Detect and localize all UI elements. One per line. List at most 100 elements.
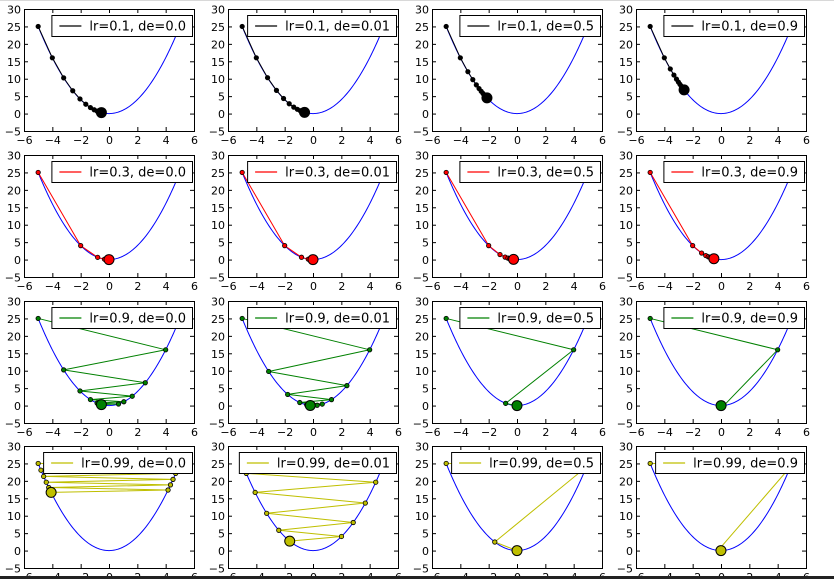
x-tick-label: 2 [542,571,549,579]
x-tick-label: 6 [599,426,606,439]
trajectory-point [470,77,476,83]
x-tick-label: −6 [424,426,440,439]
x-tick-label: 4 [163,280,170,293]
final-point [678,84,690,96]
x-tick-label: 0 [718,571,725,579]
y-tick-label: 20 [619,38,633,51]
legend: lr=0.1, de=0.01 [247,15,397,37]
y-tick-label: 5 [218,91,225,104]
legend: lr=0.3, de=0.5 [459,161,601,183]
trajectory-point [443,460,449,467]
x-tick-label: 2 [542,134,549,147]
y-tick-label: 0 [422,254,429,267]
x-tick-label: 2 [134,426,141,439]
x-tick-label: −4 [249,426,265,439]
x-tick-label: −6 [220,571,236,579]
x-tick-label: 4 [571,280,578,293]
trajectory-point [457,55,463,61]
x-tick-label: −4 [249,280,265,293]
legend-box [663,161,805,183]
legend: lr=0.99, de=0.5 [451,452,601,474]
trajectory-point [115,401,122,407]
plot-area [35,23,181,119]
subplot-r1-c3: −6 −4 −2 0 2 4 6 −5 0 5 10 15 20 25 30 lr=0.1, de=0.5 [413,4,606,148]
y-tick-label: 0 [218,545,225,558]
trajectory-point [49,55,55,61]
trajectory-point [70,88,76,94]
x-tick-label: 6 [395,280,402,293]
legend: lr=0.3, de=0.0 [51,161,193,183]
plot-area [35,460,182,552]
x-tick-label: −2 [277,426,293,439]
x-tick-label: 6 [803,571,810,579]
trajectory-point [264,510,270,516]
trajectory-point [41,473,47,480]
legend: lr=0.9, de=0.9 [663,307,805,329]
x-tick-label: −4 [249,571,265,579]
x-tick-label: 6 [395,571,402,579]
x-tick-label: −2 [73,426,89,439]
x-tick-label: 4 [775,426,782,439]
trajectory-point [95,254,101,260]
trajectory-point [373,479,379,485]
y-tick-label: 20 [211,184,225,197]
trajectory-point [35,315,41,322]
trajectory-point [170,476,176,482]
x-tick-label: 0 [514,134,521,147]
y-tick-label: 25 [619,167,633,180]
y-tick-label: 15 [211,493,225,506]
y-tick-label: 5 [14,237,21,250]
y-tick-label: 5 [626,383,633,396]
y-tick-label: 10 [619,510,633,523]
y-tick-label: 10 [211,219,225,232]
y-tick-label: −5 [209,126,225,139]
function-curve [445,463,589,552]
y-tick-label: 15 [415,56,429,69]
legend-box [459,307,601,329]
y-tick-label: 0 [14,545,21,558]
x-tick-label: 6 [803,134,810,147]
trajectory-point [486,243,492,249]
trajectory-point [285,391,291,398]
y-tick-label: 30 [415,4,429,17]
subplot-r2-c2: −6 −4 −2 0 2 4 6 −5 0 5 10 15 20 25 30 lr=0.3, de=0.01 [209,150,402,294]
x-tick-label: 2 [542,280,549,293]
trajectory-point [350,519,356,526]
y-tick-label: 5 [626,528,633,541]
trajectory-point [571,347,577,353]
final-point [103,254,115,266]
trajectory-point [443,169,449,176]
y-tick-label: 5 [14,383,21,396]
y-tick-label: 0 [422,108,429,121]
legend: lr=0.1, de=0.0 [51,15,193,37]
final-point [45,486,57,498]
trajectory-point [253,55,259,61]
legend-box [51,15,193,37]
x-tick-label: 2 [134,280,141,293]
legend-label: lr=0.99, de=0.5 [489,457,594,472]
x-tick-label: 0 [310,134,317,147]
trajectory-point [362,500,368,506]
y-tick-label: 30 [7,441,21,454]
x-tick-label: −4 [657,134,673,147]
x-tick-label: 6 [191,426,198,439]
subplot-r1-c1: −6 −4 −2 0 2 4 6 −5 0 5 10 15 20 25 30 lr=0.1, de=0.0 [5,4,198,148]
trajectory-point [264,75,271,81]
x-tick-label: −6 [220,134,236,147]
final-point [511,545,523,557]
y-tick-label: 5 [218,237,225,250]
subplot-r2-c1: −6 −4 −2 0 2 4 6 −5 0 5 10 15 20 25 30 lr=0.3, de=0.0 [5,150,198,294]
y-tick-label: 20 [415,475,429,488]
y-tick-label: 20 [619,184,633,197]
trajectory-point [344,383,350,389]
trajectory-line [241,26,305,113]
x-tick-label: −4 [453,134,469,147]
trajectory-point [165,487,171,493]
subplot-r2-c3: −6 −4 −2 0 2 4 6 −5 0 5 10 15 20 25 30 lr=0.3, de=0.5 [413,150,606,294]
x-tick-label: −4 [657,426,673,439]
trajectory-point [465,69,471,75]
y-tick-label: 0 [218,254,225,267]
x-tick-label: 6 [191,134,198,147]
y-tick-label: 15 [211,202,225,215]
y-tick-label: 0 [626,108,633,121]
